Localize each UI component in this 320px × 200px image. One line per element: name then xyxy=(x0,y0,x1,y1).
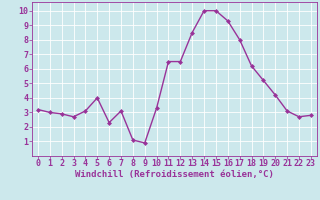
X-axis label: Windchill (Refroidissement éolien,°C): Windchill (Refroidissement éolien,°C) xyxy=(75,170,274,179)
